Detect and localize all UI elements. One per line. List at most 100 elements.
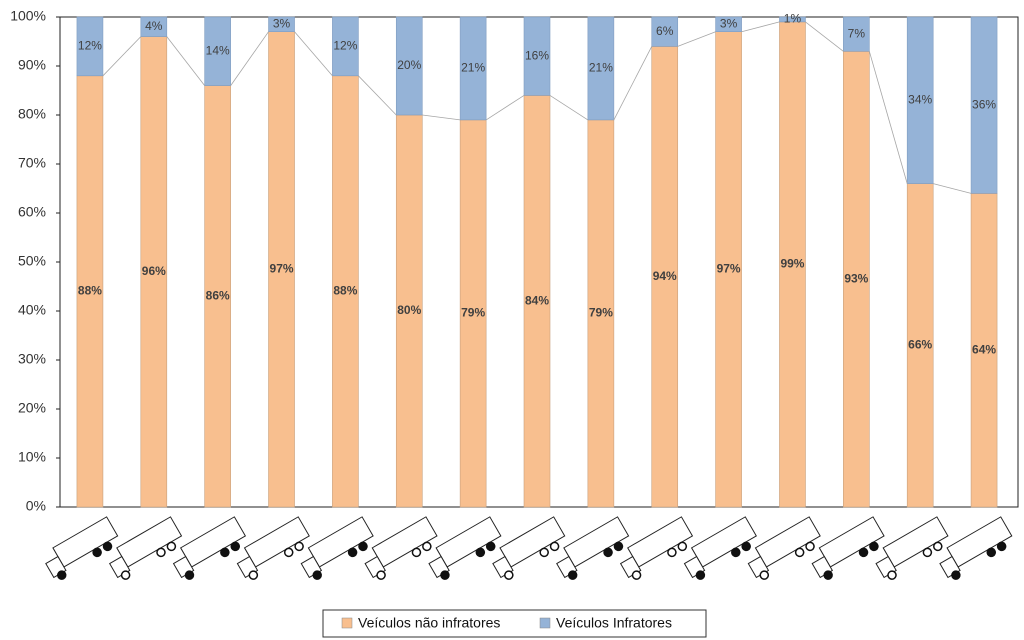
truck-wheel [631, 570, 642, 580]
data-label: 12% [333, 39, 357, 53]
data-label: 12% [78, 39, 102, 53]
data-label: 4% [145, 19, 163, 33]
bar-segment [140, 36, 168, 508]
bar-segment [76, 75, 104, 508]
truck-wheel [440, 570, 450, 580]
truck-wheel [922, 547, 933, 558]
truck-wheel [184, 570, 195, 580]
bar-segment [459, 119, 487, 508]
data-label: 97% [270, 262, 294, 276]
series-line [294, 31, 333, 77]
data-label: 16% [525, 48, 549, 62]
truck-icon [172, 516, 247, 580]
series-line [613, 46, 653, 121]
legend-box [322, 609, 707, 638]
truck-icon [364, 516, 438, 580]
truck-wheel [358, 541, 368, 552]
series-line [102, 36, 142, 77]
data-label: 88% [333, 284, 357, 298]
data-label: 1% [784, 12, 802, 26]
bar-segment [268, 16, 295, 32]
data-label: 7% [848, 26, 866, 40]
bar-segment [906, 16, 934, 184]
data-label: 14% [206, 43, 230, 57]
truck-wheel [794, 547, 805, 558]
legend-label: Veículos Infratores [556, 615, 672, 631]
data-label: 66% [908, 337, 932, 351]
data-label: 21% [589, 61, 613, 75]
bar-segment [332, 75, 359, 508]
bar-segment [843, 16, 870, 52]
truck-wheel [741, 541, 751, 552]
bar-segment [76, 16, 104, 77]
truck-icon [492, 516, 566, 580]
y-tick-label: 20% [18, 400, 46, 416]
truck-icon [811, 516, 885, 580]
data-label: 97% [717, 262, 741, 276]
bar-segment [651, 46, 679, 508]
truck-icon [875, 516, 949, 580]
data-label: 3% [720, 17, 738, 31]
data-label: 64% [972, 342, 996, 356]
bar-segment [140, 16, 168, 37]
y-tick-label: 50% [18, 253, 46, 269]
truck-icon [747, 516, 821, 580]
data-label: 94% [653, 269, 677, 283]
y-tick-label: 10% [18, 449, 46, 465]
truck-icon [108, 516, 183, 580]
y-tick-label: 80% [18, 106, 46, 122]
series-line [358, 75, 397, 116]
truck-wheel [102, 541, 113, 552]
series-line [868, 51, 908, 184]
data-label: 36% [972, 97, 996, 111]
y-tick-label: 40% [18, 302, 46, 318]
truck-icon [556, 516, 630, 580]
truck-wheel [56, 570, 67, 580]
truck-wheel [485, 541, 496, 552]
data-label: 34% [908, 92, 932, 106]
data-label: 96% [142, 264, 166, 278]
data-label: 21% [461, 61, 485, 75]
y-tick-label: 90% [18, 57, 46, 73]
truck-icon [300, 516, 374, 580]
bar-segment [906, 183, 934, 508]
truck-wheel [230, 541, 240, 552]
truck-wheel [220, 547, 230, 558]
series-line [230, 31, 269, 86]
data-label: 88% [78, 284, 102, 298]
bar-segment [970, 193, 998, 508]
truck-wheel [156, 547, 166, 558]
data-label: 79% [461, 306, 485, 320]
series-line [485, 95, 525, 121]
bar-segment [204, 85, 231, 508]
series-line [933, 183, 972, 194]
bar-segment [779, 21, 806, 508]
truck-wheel [475, 547, 486, 558]
series-line [422, 114, 461, 121]
truck-wheel [613, 541, 624, 552]
legend-swatch [539, 617, 551, 629]
bar-segment [715, 16, 742, 32]
truck-wheel [887, 570, 897, 580]
truck-wheel [312, 570, 322, 580]
bar-segment [395, 16, 423, 116]
legend-swatch [341, 617, 353, 629]
truck-icon [428, 516, 502, 580]
y-tick-label: 0% [26, 498, 46, 514]
bar-segment [459, 16, 487, 121]
truck-wheel [347, 547, 358, 558]
series-line [549, 95, 589, 121]
truck-wheel [951, 570, 961, 580]
truck-wheel [677, 541, 688, 552]
truck-wheel [539, 547, 549, 558]
bar-segment [843, 50, 870, 508]
bar-segment [970, 16, 998, 194]
data-label: 86% [206, 288, 230, 302]
series-line [805, 21, 844, 52]
truck-wheel [283, 547, 294, 558]
data-label: 6% [656, 24, 674, 38]
bar-segment [523, 16, 551, 96]
bar-segment [651, 16, 679, 47]
truck-wheel [823, 570, 833, 580]
